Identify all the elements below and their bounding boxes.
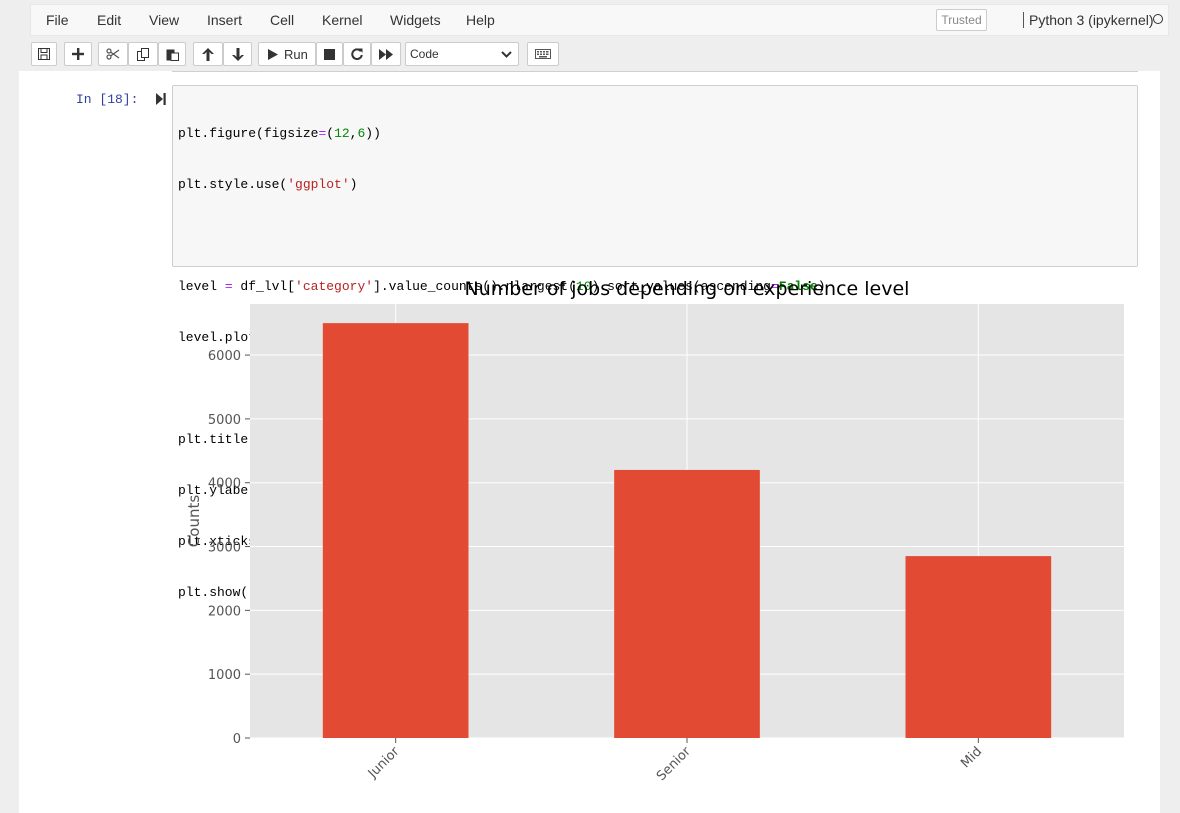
copy-button[interactable] (128, 42, 158, 66)
y-axis-label: Counts (185, 495, 203, 548)
run-label: Run (284, 46, 308, 62)
paste-icon (166, 49, 179, 61)
menu-cell[interactable]: Cell (270, 12, 295, 28)
move-up-button[interactable] (193, 42, 223, 66)
menu-help[interactable]: Help (466, 12, 495, 28)
previous-cell-edge (172, 71, 1138, 72)
arrow-down-icon (231, 47, 244, 61)
cut-button[interactable] (98, 42, 128, 66)
y-tick-label: 4000 (208, 477, 241, 492)
x-axis: Junior Senior Mid (365, 738, 985, 784)
restart-icon (351, 48, 363, 60)
x-tick-label: Junior (365, 744, 403, 782)
interrupt-button[interactable] (316, 42, 343, 66)
menu-bar: File Edit View Insert Cell Kernel Widget… (30, 4, 1169, 36)
y-tick-label: 6000 (208, 349, 241, 364)
stop-icon (324, 48, 335, 60)
paste-button[interactable] (158, 42, 186, 66)
insert-cell-button[interactable] (64, 42, 92, 66)
y-axis: 0 1000 2000 3000 4000 5000 6000 (208, 349, 250, 747)
y-tick-label: 2000 (208, 604, 241, 619)
cell-type-value: Code (410, 47, 439, 61)
keyboard-icon (535, 49, 551, 59)
input-prompt: In [18]: (76, 92, 139, 107)
restart-run-all-button[interactable] (371, 42, 401, 66)
y-tick-label: 5000 (208, 413, 241, 428)
fast-forward-icon (379, 48, 393, 60)
code-editor[interactable]: plt.figure(figsize=(12,6)) plt.style.use… (172, 85, 1138, 600)
move-down-button[interactable] (223, 42, 252, 66)
code-line: plt.figure(figsize=(12,6)) (178, 126, 381, 141)
kernel-name[interactable]: Python 3 (ipykernel) (1023, 12, 1154, 28)
y-tick-label: 3000 (208, 541, 241, 556)
menu-view[interactable]: View (149, 12, 180, 28)
y-tick-label: 1000 (208, 668, 241, 683)
bar-junior (322, 323, 469, 738)
save-icon (38, 48, 50, 60)
bars (322, 323, 1052, 738)
save-button[interactable] (31, 42, 57, 66)
code-line: plt.style.use('ggplot') (178, 177, 358, 192)
arrow-up-icon (202, 47, 214, 61)
chevron-down-icon (501, 51, 512, 58)
bar-mid (905, 556, 1052, 738)
code-line: plt.show() (178, 585, 257, 600)
menu-insert[interactable]: Insert (207, 12, 243, 28)
bar-senior (614, 469, 760, 738)
menu-edit[interactable]: Edit (97, 12, 122, 28)
menu-file[interactable]: File (46, 12, 69, 28)
run-icon (268, 48, 278, 60)
plus-icon (72, 48, 84, 60)
trusted-indicator[interactable]: Trusted (936, 9, 987, 31)
x-tick-label: Senior (654, 744, 694, 784)
command-palette-button[interactable] (527, 42, 559, 66)
code-line: level = df_lvl['category'].value_counts(… (178, 279, 826, 294)
x-tick-label: Mid (958, 744, 985, 771)
step-run-icon[interactable] (156, 93, 166, 105)
cell-type-select[interactable]: Code (405, 42, 519, 66)
cut-icon (106, 48, 120, 60)
chart-title: Number of jobs depending on experience l… (465, 278, 910, 300)
menu-widgets[interactable]: Widgets (390, 12, 441, 28)
menu-kernel[interactable]: Kernel (322, 12, 363, 28)
bar-chart: 0 1000 2000 3000 4000 5000 6000 Junior Senior Mi… (185, 278, 1124, 784)
restart-button[interactable] (343, 42, 371, 66)
y-tick-label: 0 (233, 732, 241, 747)
copy-icon (136, 47, 149, 61)
run-button[interactable]: Run (258, 42, 316, 66)
kernel-status-icon (1153, 14, 1163, 24)
code-line (178, 227, 1132, 244)
